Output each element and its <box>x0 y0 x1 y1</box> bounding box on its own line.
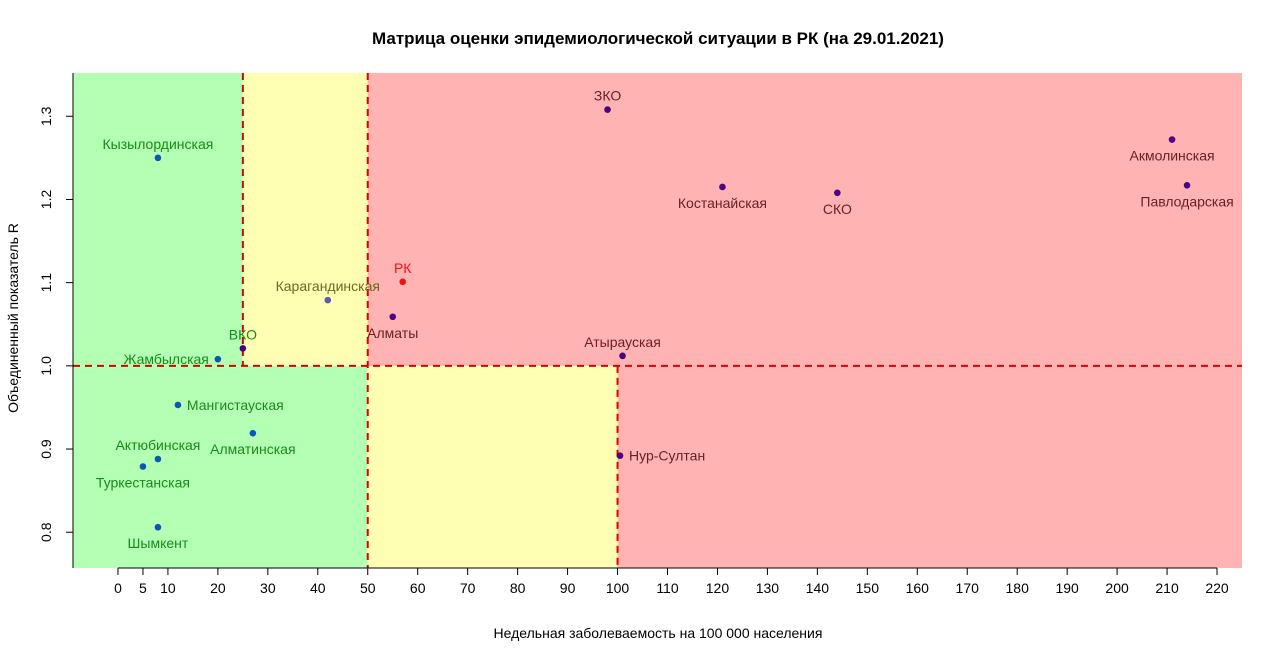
zone-2 <box>367 73 1242 366</box>
data-label: Шымкент <box>128 535 189 551</box>
data-label: Жамбылская <box>123 351 208 367</box>
data-point <box>1168 136 1176 143</box>
y-tick-label: 1.2 <box>38 190 54 210</box>
y-tick-label: 0.9 <box>38 439 54 459</box>
x-tick-label: 120 <box>706 580 730 596</box>
x-tick-label: 180 <box>1006 580 1030 596</box>
reference-lines-layer <box>73 73 1242 568</box>
data-point <box>154 523 162 531</box>
points-layer <box>139 106 1191 531</box>
x-tick-label: 20 <box>210 580 226 596</box>
x-tick-label: 190 <box>1055 580 1079 596</box>
data-label: Алматы <box>367 325 418 341</box>
data-label: Павлодарская <box>1140 193 1233 209</box>
data-label: Алматинская <box>210 441 295 457</box>
x-tick-label: 130 <box>756 580 780 596</box>
data-label: СКО <box>823 201 852 217</box>
x-tick-label: 170 <box>956 580 980 596</box>
data-point <box>214 355 222 363</box>
data-label: Мангистауская <box>187 397 284 413</box>
data-label: Кызылординская <box>103 136 214 152</box>
y-tick-label: 1.3 <box>38 106 54 126</box>
data-point <box>139 463 147 470</box>
data-point <box>154 455 162 463</box>
x-tick-label: 50 <box>360 580 376 596</box>
x-tick-label: 30 <box>260 580 276 596</box>
axes-layer: 0 5 10 20 30 40 50 60 70 80 90 100 110 120 130 140 150 16… <box>38 73 1229 596</box>
data-label: Актюбинская <box>115 437 200 453</box>
data-point <box>154 154 162 162</box>
data-point <box>324 296 332 304</box>
data-point <box>389 313 397 321</box>
x-tick-label: 150 <box>856 580 880 596</box>
data-point <box>616 452 624 459</box>
data-label: Карагандинская <box>276 278 380 294</box>
x-tick-label: 60 <box>410 580 426 596</box>
x-tick-label: 40 <box>310 580 326 596</box>
x-tick-label: 210 <box>1155 580 1179 596</box>
data-point <box>1183 182 1191 189</box>
x-tick-label: 160 <box>906 580 930 596</box>
x-tick-label: 0 <box>114 580 122 596</box>
x-tick-label: 110 <box>656 580 679 596</box>
zone-0 <box>73 73 243 366</box>
x-tick-label: 90 <box>560 580 576 596</box>
data-point <box>174 401 182 409</box>
x-tick-label: 220 <box>1205 580 1229 596</box>
zone-5 <box>617 365 1242 568</box>
data-label: ВКО <box>229 326 257 342</box>
zone-3 <box>73 365 368 568</box>
data-label: Акмолинская <box>1130 148 1215 164</box>
chart-title: Матрица оценки эпидемиологической ситуац… <box>372 29 944 48</box>
data-label: ЗКО <box>594 88 621 104</box>
y-tick-label: 1.0 <box>38 356 54 376</box>
y-axis-label: Объединенный показатель R <box>5 223 21 413</box>
zones-layer <box>73 73 1242 568</box>
point-labels-layer: ЗКО Акмолинская Кызылординская Павлодарская… <box>96 88 1234 552</box>
y-tick-label: 1.1 <box>38 273 54 293</box>
data-label: Туркестанская <box>96 475 190 491</box>
data-label: РК <box>394 260 412 276</box>
zone-1 <box>242 73 368 366</box>
data-point <box>239 345 247 352</box>
data-point <box>399 278 407 286</box>
data-label: Атырауская <box>584 334 661 350</box>
x-tick-label: 10 <box>160 580 176 596</box>
x-tick-label: 5 <box>139 580 147 596</box>
data-label: Нур-Султан <box>629 448 705 464</box>
y-tick-label: 0.8 <box>38 522 54 542</box>
x-axis-label: Недельная заболеваемость на 100 000 насе… <box>494 625 823 641</box>
zone-4 <box>367 365 618 568</box>
data-label: Костанайская <box>678 195 767 211</box>
data-point <box>249 429 257 437</box>
x-tick-label: 200 <box>1105 580 1129 596</box>
x-tick-label: 70 <box>460 580 476 596</box>
data-point <box>834 189 841 197</box>
data-point <box>619 352 626 360</box>
x-tick-label: 80 <box>510 580 526 596</box>
x-tick-label: 100 <box>606 580 630 596</box>
data-point <box>719 183 726 191</box>
data-point <box>604 106 611 113</box>
x-tick-label: 140 <box>806 580 830 596</box>
